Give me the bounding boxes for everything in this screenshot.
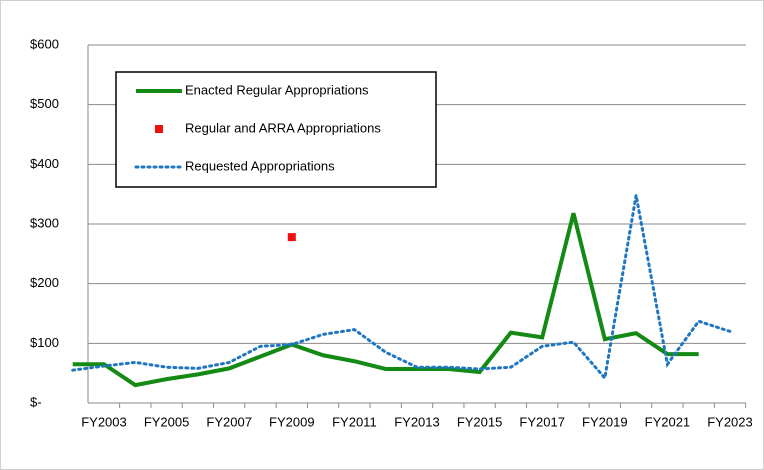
x-tick-label: FY2003 [81,414,127,429]
y-tick-label: $- [30,394,42,409]
y-tick-label: $600 [30,36,59,51]
series-line [72,212,699,388]
x-tick-label: FY2015 [457,414,503,429]
x-tick-label: FY2021 [645,414,691,429]
x-tick-label: FY2011 [332,414,377,429]
y-tick-label: $400 [30,156,59,171]
legend-label: Enacted Regular Appropriations [185,82,369,97]
x-tick-label: FY2007 [206,414,252,429]
x-tick-label: FY2019 [582,414,628,429]
x-tick-label: FY2009 [269,414,315,429]
data-marker [287,233,296,242]
y-tick-label: $500 [30,96,59,111]
legend-marker [155,125,163,133]
x-tick-label: FY2013 [394,414,440,429]
legend-label: Requested Appropriations [185,158,335,173]
x-tick-label: FY2023 [707,414,753,429]
y-tick-label: $100 [30,335,59,350]
x-tick-label: FY2005 [144,414,190,429]
y-tick-label: $200 [30,275,59,290]
x-tick-label: FY2017 [519,414,565,429]
y-tick-label: $300 [30,215,59,230]
legend-label: Regular and ARRA Appropriations [185,120,381,135]
series-line [71,195,732,382]
